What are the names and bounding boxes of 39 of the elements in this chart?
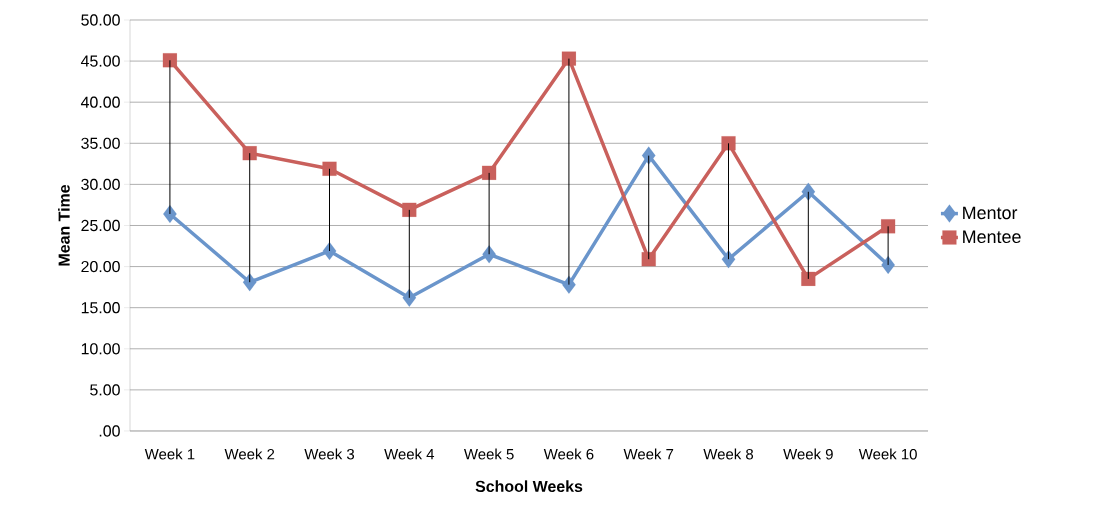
x-tick-label: Week 1 [144, 448, 195, 460]
y-tick-label: 50.00 [81, 14, 120, 26]
point [721, 136, 736, 151]
legend-label: Mentor [963, 206, 1018, 220]
y-tick-label: 25.00 [81, 219, 120, 232]
y-tick-label: 40.00 [80, 96, 120, 108]
x-tick-label: Week 8 [703, 448, 754, 460]
point [162, 53, 177, 68]
y-tick-label: 10.00 [81, 343, 120, 355]
point [402, 288, 417, 307]
x-tick-label: Week 7 [623, 448, 674, 460]
x-tick-label: Week 9 [783, 448, 833, 460]
y-tick-label: .00 [99, 425, 120, 437]
y-axis-title: Mean Time [58, 184, 70, 266]
point [881, 219, 896, 234]
point [801, 271, 816, 286]
x-tick-label: Week 4 [384, 448, 435, 460]
y-tick-label: 15.00 [81, 302, 120, 314]
point [242, 273, 257, 292]
x-tick-label: Week 10 [858, 448, 917, 460]
x-tick-label: Week 6 [543, 448, 594, 460]
x-tick-label: Week 3 [304, 448, 355, 460]
y-tick-label: 20.00 [81, 260, 120, 273]
point [402, 202, 417, 217]
point [322, 161, 337, 176]
x-tick-label: Week 5 [463, 448, 514, 460]
point [641, 146, 656, 165]
x-tick-label: Week 2 [224, 448, 275, 460]
point [482, 165, 497, 180]
y-tick-label: 45.00 [80, 55, 120, 67]
point [801, 182, 816, 201]
point [242, 146, 257, 161]
y-tick-label: 30.00 [81, 178, 120, 191]
legend-label: Mentee [963, 230, 1021, 244]
y-tick-label: 35.00 [81, 137, 120, 149]
point [561, 51, 576, 66]
x-axis-title: School Weeks [475, 480, 583, 493]
point [641, 252, 656, 267]
y-tick-label: 5.00 [90, 384, 120, 396]
